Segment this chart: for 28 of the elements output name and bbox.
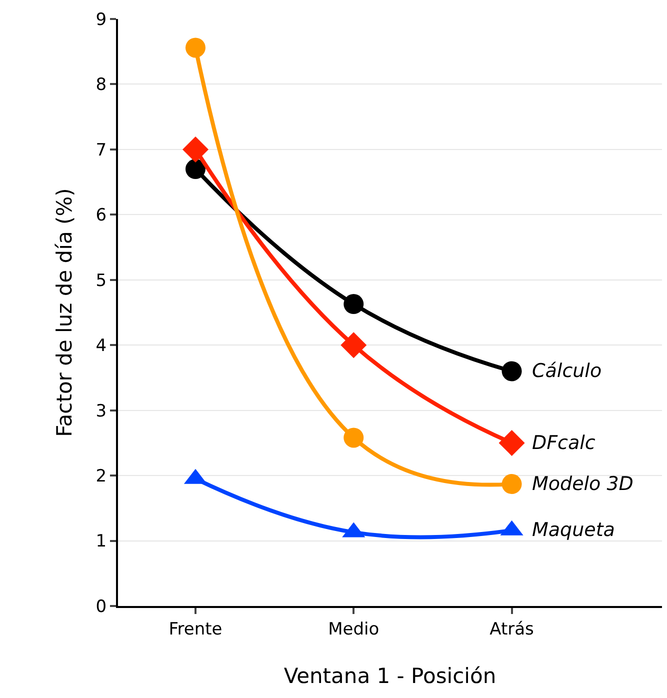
x-tick-label: Medio [328, 619, 380, 640]
point [182, 136, 208, 162]
series-label: Maqueta [532, 519, 615, 541]
point [344, 428, 364, 448]
y-tick-label: 0 [96, 596, 107, 617]
point [340, 332, 367, 358]
x-axis-title: Ventana 1 - Posición [284, 664, 496, 688]
y-tick-label: 3 [96, 401, 107, 422]
point [502, 474, 522, 494]
series-label: Modelo 3D [532, 473, 634, 495]
y-tick-label: 1 [96, 532, 107, 552]
series-label: DFcalc [532, 432, 596, 454]
y-tick-label: 9 [96, 10, 107, 30]
series-label: Cálculo [532, 360, 602, 382]
point [186, 38, 206, 58]
y-tick-label: 7 [96, 140, 107, 160]
x-tick-label: Frente [168, 619, 222, 640]
y-axis-title: Factor de luz de día (%) [52, 188, 76, 437]
y-tick-label: 5 [96, 270, 107, 291]
y-tick-label: 2 [96, 466, 107, 487]
point [498, 430, 525, 456]
y-tick-label: 4 [96, 336, 107, 356]
point [502, 361, 522, 382]
y-tick-label: 6 [96, 206, 107, 226]
x-tick-label: Atrás [490, 619, 534, 640]
y-tick-label: 8 [96, 75, 107, 96]
point [344, 294, 364, 314]
point [186, 159, 206, 179]
